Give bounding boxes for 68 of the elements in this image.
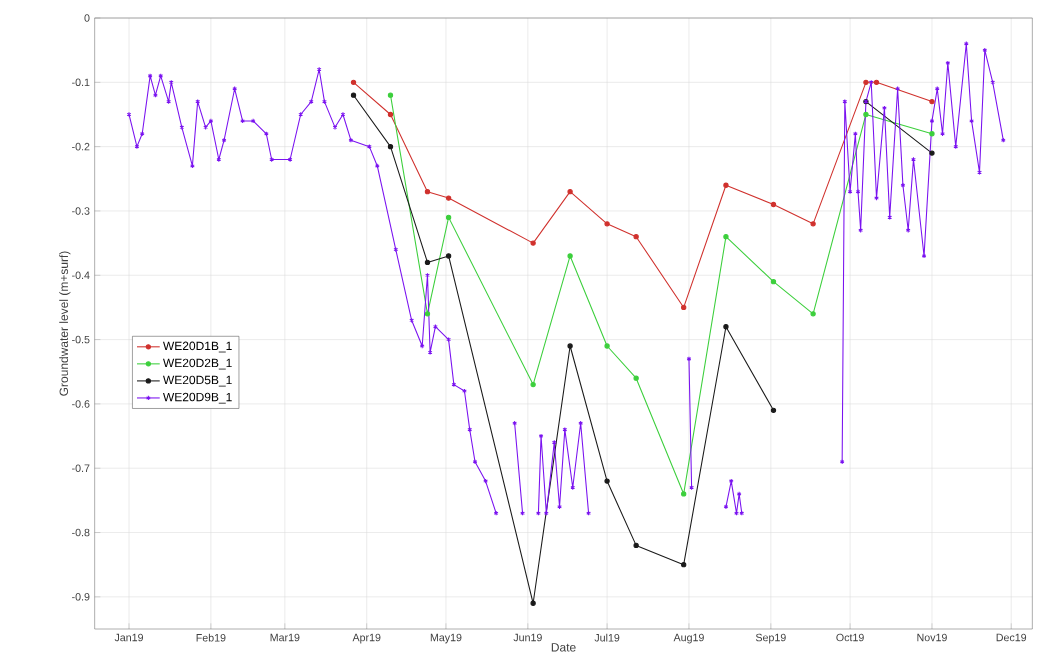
- point: [350, 79, 357, 85]
- point: [929, 131, 935, 137]
- point: [424, 311, 431, 317]
- point: [810, 221, 816, 227]
- point: [681, 304, 687, 311]
- y-tick-label: -0.1: [72, 78, 90, 87]
- y-tick-label: 0: [84, 14, 90, 22]
- x-tick-label: Dec19: [996, 633, 1027, 642]
- x-tick-label: Jun19: [513, 633, 542, 642]
- point: [770, 407, 777, 413]
- point: [604, 478, 610, 484]
- point: [723, 324, 729, 330]
- point: [681, 491, 687, 497]
- y-tick-label: -0.2: [72, 142, 90, 151]
- y-tick-label: -0.8: [72, 528, 90, 537]
- point: [929, 150, 935, 156]
- y-tick-label: -0.4: [72, 271, 90, 280]
- legend-label: WE20D2B_1: [163, 358, 232, 370]
- point: [723, 182, 729, 188]
- x-tick-label: Nov19: [917, 633, 947, 642]
- point: [445, 253, 452, 259]
- legend-label: WE20D9B_1: [163, 392, 232, 404]
- y-tick-label: -0.9: [72, 593, 90, 601]
- point: [633, 375, 639, 381]
- point: [387, 92, 394, 98]
- x-tick-label: Apr19: [352, 633, 381, 644]
- x-tick-label: Jul19: [594, 633, 620, 642]
- y-axis-title: Groundwater level (m+surf): [59, 251, 71, 396]
- x-tick-label: Mar19: [270, 633, 300, 642]
- point: [810, 311, 816, 317]
- x-axis-title: Date: [551, 643, 576, 652]
- point: [567, 188, 573, 195]
- legend-label: WE20D1B_1: [163, 341, 232, 353]
- point: [604, 343, 610, 349]
- point: [863, 79, 869, 85]
- y-tick-label: -0.5: [72, 335, 90, 344]
- point: [387, 143, 394, 150]
- y-tick-label: -0.6: [72, 400, 90, 408]
- point: [604, 221, 610, 227]
- x-tick-label: Feb19: [196, 633, 226, 642]
- x-tick-label: Sep19: [755, 633, 786, 644]
- point: [567, 343, 573, 349]
- point: [530, 240, 536, 246]
- point: [567, 253, 573, 259]
- point: [424, 259, 431, 266]
- y-tick-label: -0.3: [72, 207, 90, 215]
- point: [681, 562, 687, 568]
- point: [863, 111, 869, 118]
- point: [350, 92, 357, 98]
- point: [929, 98, 935, 105]
- point: [633, 542, 639, 549]
- point: [445, 214, 452, 221]
- x-tick-label: Aug19: [673, 633, 704, 644]
- point: [770, 201, 777, 208]
- point: [633, 234, 639, 240]
- point: [387, 111, 394, 118]
- point: [873, 79, 880, 85]
- legend-label: WE20D5B_1: [163, 375, 232, 387]
- point: [770, 279, 777, 285]
- point: [723, 234, 729, 240]
- x-tick-label: Oct19: [836, 633, 864, 642]
- point: [445, 195, 452, 201]
- point: [530, 381, 536, 388]
- point: [530, 600, 536, 606]
- x-tick-label: Jan19: [114, 633, 144, 642]
- y-tick-label: -0.7: [72, 464, 90, 472]
- point: [424, 188, 431, 195]
- x-tick-label: May19: [430, 633, 462, 644]
